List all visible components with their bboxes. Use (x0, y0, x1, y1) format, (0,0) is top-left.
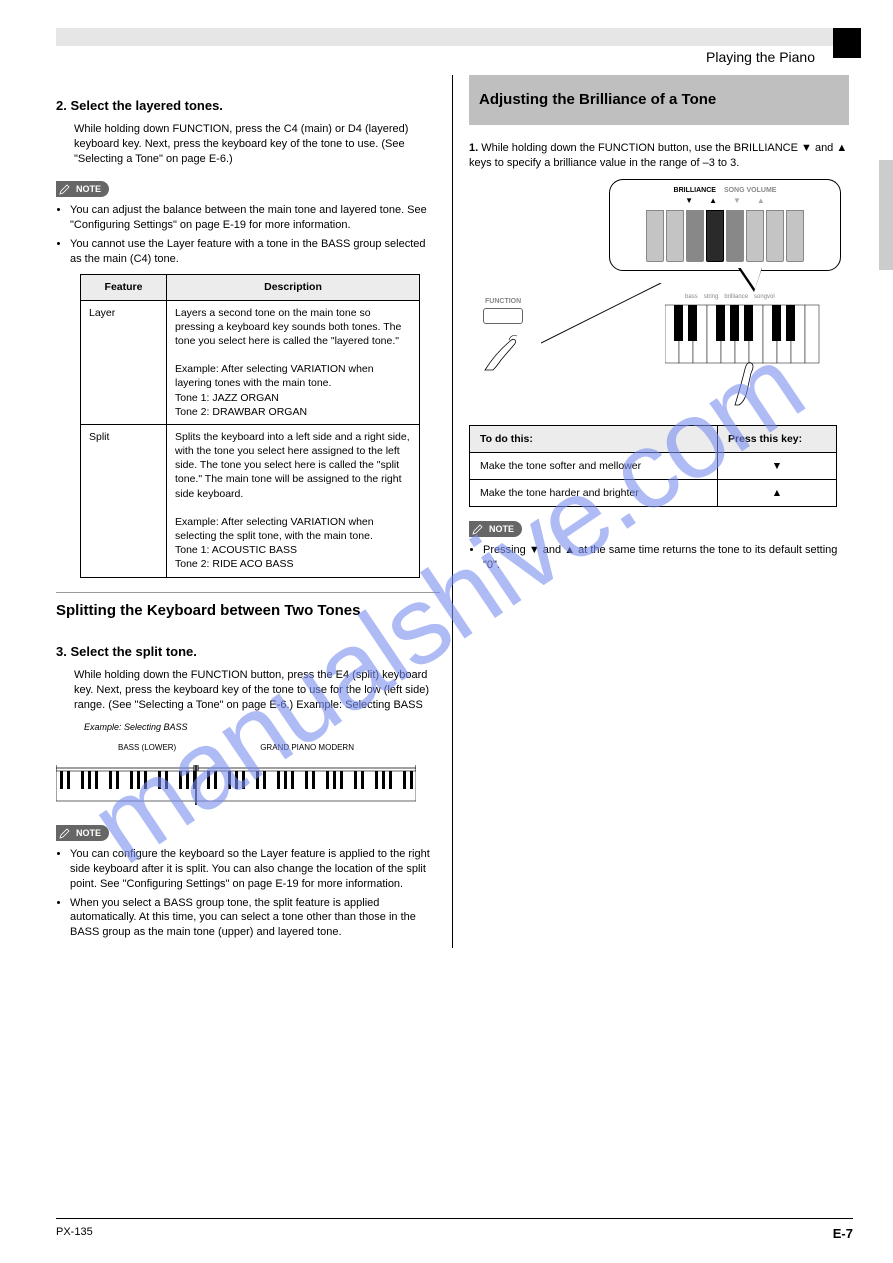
arrow-down-icon: ▼ (733, 196, 741, 207)
balloon-tail (738, 268, 762, 292)
table-row: Layer Layers a second tone on the main t… (81, 300, 420, 424)
balloon-key (686, 210, 704, 262)
brilliance-figure: BRILLIANCE SONG VOLUME ▼ ▲ ▼ ▲ (469, 179, 849, 415)
table-cell: Layers a second tone on the main tone so… (167, 300, 420, 424)
arrow-down-icon: ▼ (685, 196, 693, 207)
pencil-icon (58, 182, 72, 196)
arrow-up-icon: ▲ (757, 196, 765, 207)
balloon-key (746, 210, 764, 262)
balloon-label: BRILLIANCE (674, 186, 716, 195)
feature-table: Feature Description Layer Layers a secon… (80, 274, 420, 577)
step-1-text: While holding down the FUNCTION button, … (469, 142, 847, 169)
function-button-block: FUNCTION (475, 297, 539, 377)
small-keyboard-icon (665, 301, 825, 409)
note-item: You cannot use the Layer feature with a … (70, 237, 440, 267)
note-badge-3: NOTE (469, 521, 522, 537)
table-cell: ▼ (718, 452, 837, 479)
brilliance-heading: Adjusting the Brilliance of a Tone (469, 75, 849, 125)
note-list-3: Pressing ▼ and ▲ at the same time return… (469, 543, 849, 573)
function-label: FUNCTION (485, 297, 539, 306)
table-cell: Splits the keyboard into a left side and… (167, 424, 420, 577)
balloon-key (646, 210, 664, 262)
table-cell: ▲ (718, 479, 837, 506)
table-row: Make the tone softer and mellower ▼ (470, 452, 837, 479)
balloon-label: SONG VOLUME (724, 186, 777, 195)
hand-icon (475, 326, 539, 372)
note-badge: NOTE (56, 181, 109, 197)
side-language-tab (879, 160, 893, 270)
footer-model: PX-135 (56, 1225, 93, 1243)
left-column: 2. Select the layered tones. While holdi… (56, 75, 452, 948)
function-button-icon (483, 308, 523, 324)
table-row: Make the tone harder and brighter ▲ (470, 479, 837, 506)
balloon-key (766, 210, 784, 262)
table-cell: Split (81, 424, 167, 577)
step-3-example: Example: Selecting BASS (84, 721, 440, 733)
step-2-title: 2. Select the layered tones. (56, 97, 440, 115)
keyboard-icon (56, 765, 416, 807)
table-header: Description (167, 275, 420, 300)
pencil-icon (58, 826, 72, 840)
step-3-body: While holding down the FUNCTION button, … (74, 668, 440, 713)
note-badge-2: NOTE (56, 825, 109, 841)
table-header: Feature (81, 275, 167, 300)
balloon-box: BRILLIANCE SONG VOLUME ▼ ▲ ▼ ▲ (609, 179, 841, 271)
step-1-body: 1. While holding down the FUNCTION butto… (469, 141, 849, 171)
table-header: To do this: (470, 425, 718, 452)
header-row: Playing the Piano (56, 48, 853, 67)
small-keyboard-block: bassstringbrilliancesongvol (665, 293, 825, 414)
note-label: NOTE (489, 523, 514, 535)
note-item: You can adjust the balance between the m… (70, 203, 440, 233)
mini-labels: bassstringbrilliancesongvol (685, 293, 825, 301)
table-cell: Layer (81, 300, 167, 424)
keyboard-split-figure: BASS (LOWER) GRAND PIANO MODERN Split po… (56, 743, 416, 813)
table-row: Split Splits the keyboard into a left si… (81, 424, 420, 577)
balloon-key (726, 210, 744, 262)
balloon-key (666, 210, 684, 262)
note-item: You can configure the keyboard so the La… (70, 847, 440, 892)
separator-line (56, 592, 440, 593)
note-label: NOTE (76, 827, 101, 839)
arrow-up-icon: ▲ (709, 196, 717, 207)
split-subhead: Splitting the Keyboard between Two Tones (56, 601, 440, 621)
top-gray-bar (56, 28, 853, 46)
right-column: Adjusting the Brilliance of a Tone 1. Wh… (453, 75, 849, 948)
step-3-title: 3. Select the split tone. (56, 643, 440, 661)
note-item: When you select a BASS group tone, the s… (70, 896, 440, 941)
table-cell: Make the tone softer and mellower (470, 452, 718, 479)
table-cell: Make the tone harder and brighter (470, 479, 718, 506)
table-header: Press this key: (718, 425, 837, 452)
balloon-key (786, 210, 804, 262)
pencil-icon (471, 522, 485, 536)
fig-label-left: BASS (LOWER) (118, 743, 176, 754)
note-item: Pressing ▼ and ▲ at the same time return… (483, 543, 849, 573)
footer-page-number: E-7 (833, 1225, 853, 1243)
footer: PX-135 E-7 (56, 1218, 853, 1243)
step-2-body: While holding down FUNCTION, press the C… (74, 122, 440, 167)
note-list-1: You can adjust the balance between the m… (56, 203, 440, 266)
table-row: To do this: Press this key: (470, 425, 837, 452)
step-1-num: 1. (469, 142, 478, 154)
note-label: NOTE (76, 183, 101, 195)
balloon-key-active (706, 210, 724, 262)
brilliance-table: To do this: Press this key: Make the ton… (469, 425, 837, 508)
fig-label-right: GRAND PIANO MODERN (260, 743, 354, 754)
note-list-2: You can configure the keyboard so the La… (56, 847, 440, 940)
section-title: Playing the Piano (706, 48, 821, 67)
top-black-square (833, 28, 861, 58)
